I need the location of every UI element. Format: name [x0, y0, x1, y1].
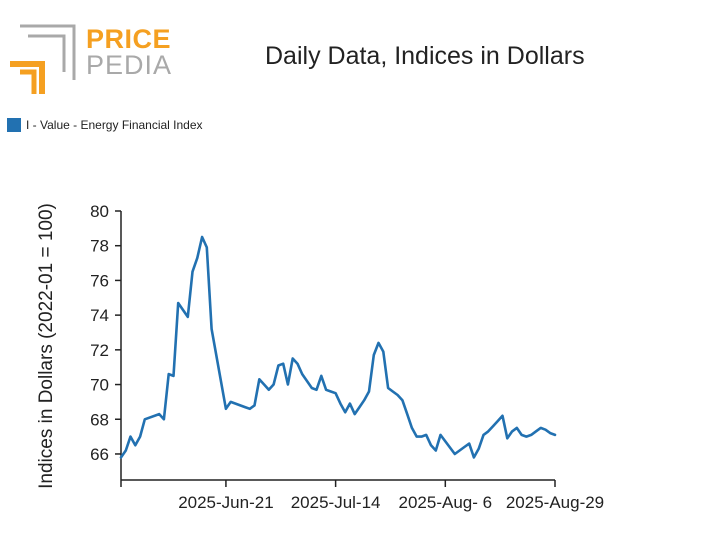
logo-word-price: PRICE: [86, 24, 172, 54]
x-tick-label: 2025-Aug- 6: [399, 493, 493, 512]
logo-mark-icon: [10, 24, 76, 94]
y-tick-label: 68: [90, 410, 109, 429]
plot-area: [119, 235, 557, 459]
y-tick-label: 80: [90, 202, 109, 221]
x-tick-label: 2025-Aug-29: [506, 493, 604, 512]
legend[interactable]: I - Value - Energy Financial Index: [7, 118, 203, 132]
y-tick-label: 74: [90, 306, 109, 325]
y-tick-label: 78: [90, 237, 109, 256]
chart-title: Daily Data, Indices in Dollars: [265, 42, 585, 70]
x-tick-label: 2025-Jul-14: [291, 493, 381, 512]
y-tick-label: 70: [90, 376, 109, 395]
y-tick-label: 76: [90, 271, 109, 290]
logo-word-pedia: PEDIA: [86, 50, 173, 80]
legend-label: I - Value - Energy Financial Index: [26, 118, 203, 132]
y-tick-label: 66: [90, 445, 109, 464]
legend-swatch: [7, 118, 21, 132]
y-tick-label: 72: [90, 341, 109, 360]
pricepedia-logo: PRICE PEDIA: [8, 22, 172, 94]
axes: 66 68 70 72 74 76 78 80 2025-Jun-21 2025-Jul-14 20…: [90, 202, 604, 512]
x-tick-label: 2025-Jun-21: [178, 493, 273, 512]
series-line: [119, 235, 557, 459]
